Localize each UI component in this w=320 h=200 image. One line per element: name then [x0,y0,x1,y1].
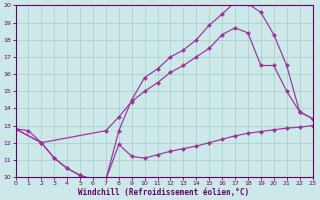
X-axis label: Windchill (Refroidissement éolien,°C): Windchill (Refroidissement éolien,°C) [78,188,250,197]
